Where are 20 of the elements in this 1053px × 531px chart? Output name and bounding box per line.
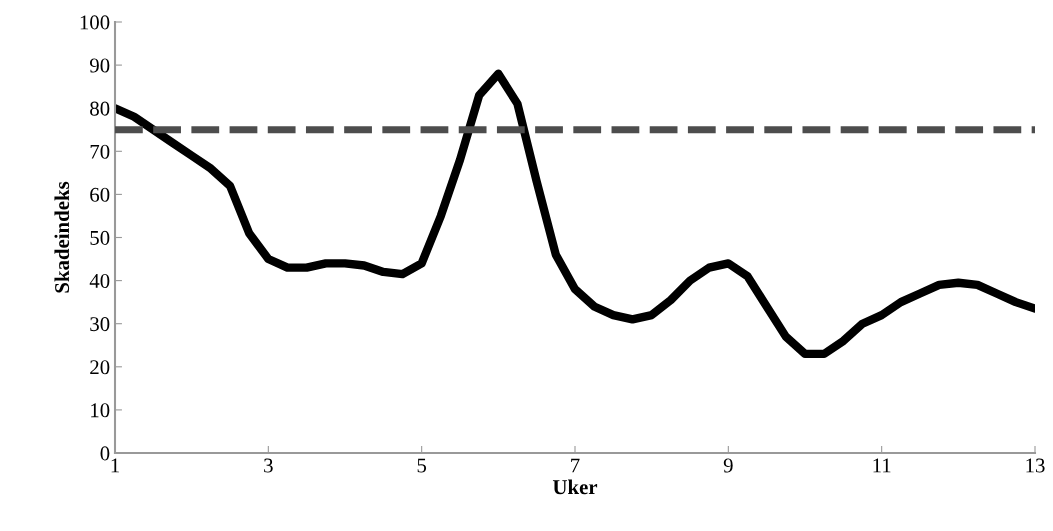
y-tick-label: 90 (89, 58, 110, 73)
y-tick-label: 40 (89, 273, 110, 289)
y-tick-label: 70 (90, 144, 110, 159)
x-tick-label: 5 (417, 458, 427, 473)
y-tick-label: 10 (91, 403, 110, 418)
y-tick-label: 0 (100, 446, 110, 461)
y-tick-label: 30 (90, 317, 110, 332)
x-tick-label: 3 (264, 458, 273, 473)
y-tick-label: 80 (90, 101, 110, 116)
y-tick-label: 100 (80, 15, 110, 30)
x-tick-label: 1 (111, 458, 119, 473)
y-tick-label: 20 (90, 360, 110, 375)
x-tick-label: 7 (571, 458, 580, 473)
y-tick-label: 50 (90, 230, 110, 245)
x-tick-label: 9 (723, 458, 733, 473)
x-axis-title: Uker (552, 479, 598, 495)
x-tick-label: 11 (873, 458, 891, 473)
y-tick-label: 60 (90, 187, 110, 202)
y-axis-title: Skadeindeks (54, 181, 70, 293)
x-tick-label: 13 (1026, 458, 1045, 473)
